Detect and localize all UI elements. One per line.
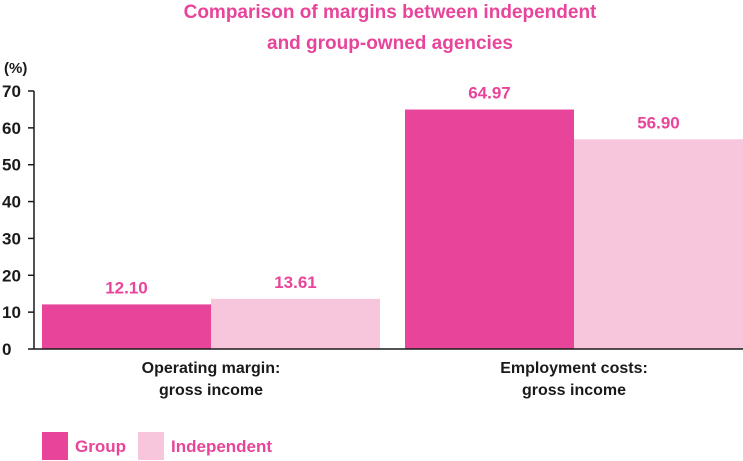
category-label: gross income xyxy=(522,382,626,399)
y-tick-label: 10 xyxy=(2,303,21,322)
data-label: 56.90 xyxy=(637,113,680,132)
bar-independent-0 xyxy=(211,298,380,349)
y-tick-label: 70 xyxy=(2,82,21,101)
category-label: Operating margin: xyxy=(142,360,281,377)
data-labels-group: 12.10 13.61 64.97 56.90 xyxy=(105,84,680,298)
bars-group xyxy=(42,109,743,349)
chart-title-line-1: Comparison of margins between independen… xyxy=(184,2,597,23)
legend-swatch-independent xyxy=(138,432,164,460)
legend-label-group: Group xyxy=(75,437,126,456)
data-label: 13.61 xyxy=(274,273,317,292)
y-tick-label: 60 xyxy=(2,119,21,138)
category-label: gross income xyxy=(159,382,263,399)
y-tick-label: 0 xyxy=(2,340,11,359)
y-tick-label: 40 xyxy=(2,193,21,212)
category-label: Employment costs: xyxy=(500,360,648,377)
y-tick-label: 20 xyxy=(2,266,21,285)
x-axis-categories: Operating margin: gross income Employment … xyxy=(142,360,648,399)
legend-label-independent: Independent xyxy=(171,437,272,456)
data-label: 64.97 xyxy=(468,84,511,103)
y-axis: 0 10 20 30 40 50 60 70 xyxy=(2,82,34,359)
data-label: 12.10 xyxy=(105,278,148,297)
legend-swatch-group xyxy=(42,432,68,460)
y-tick-label: 30 xyxy=(2,229,21,248)
y-tick-label: 50 xyxy=(2,156,21,175)
y-axis-unit-label: (%) xyxy=(4,60,27,77)
bar-group-0 xyxy=(42,304,211,349)
chart-title-line-2: and group-owned agencies xyxy=(267,33,513,54)
bar-independent-1 xyxy=(574,139,743,349)
legend: Group Independent xyxy=(42,432,272,460)
bar-group-1 xyxy=(405,109,574,349)
